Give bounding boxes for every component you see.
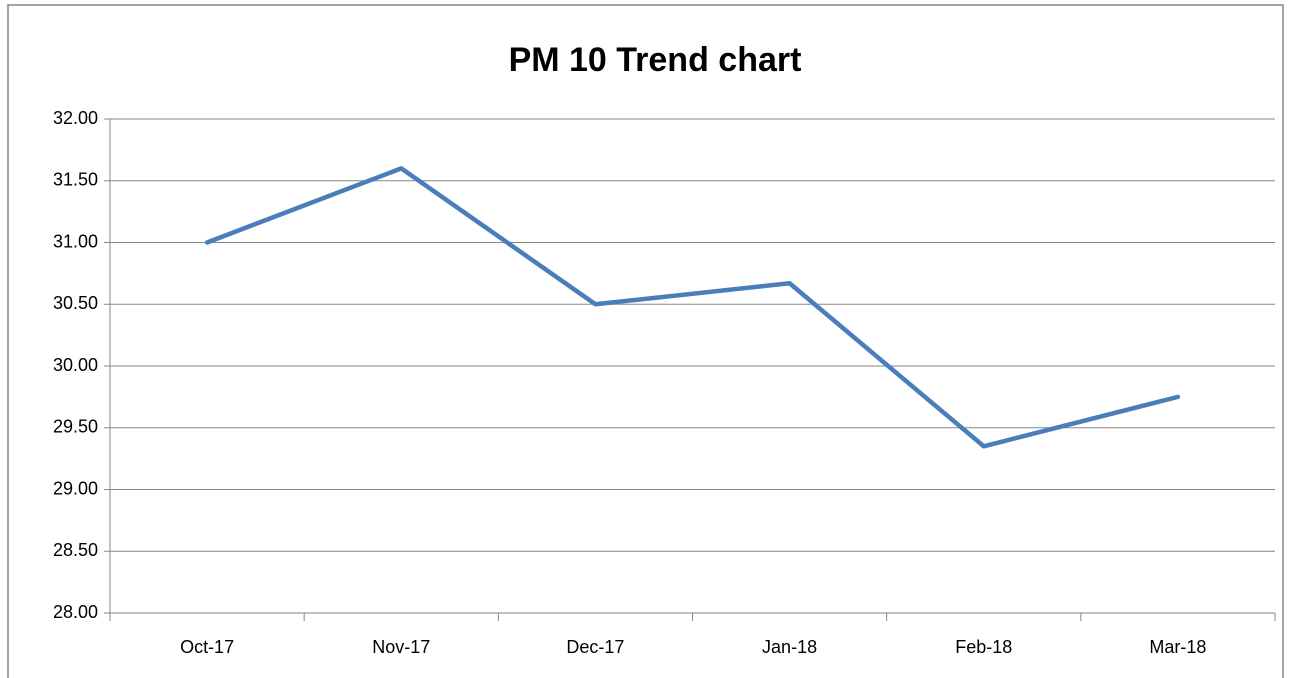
x-tick-label: Feb-18: [955, 637, 1012, 657]
x-tick-label: Mar-18: [1149, 637, 1206, 657]
x-tick-label: Jan-18: [762, 637, 817, 657]
x-tick-label: Nov-17: [372, 637, 430, 657]
chart-title: PM 10 Trend chart: [509, 41, 802, 79]
y-tick-label: 32.00: [53, 108, 98, 128]
y-tick-label: 31.00: [53, 231, 98, 251]
y-tick-label: 29.50: [53, 417, 98, 437]
y-tick-label: 31.50: [53, 170, 98, 190]
y-tick-label: 28.50: [53, 540, 98, 560]
x-tick-label: Oct-17: [180, 637, 234, 657]
chart-frame: [7, 4, 1284, 678]
x-tick-label: Dec-17: [566, 637, 624, 657]
data-line: [204, 166, 1181, 449]
y-tick-label: 30.00: [53, 355, 98, 375]
y-tick-label: 28.00: [53, 602, 98, 622]
y-tick-label: 30.50: [53, 293, 98, 313]
y-tick-label: 29.00: [53, 478, 98, 498]
